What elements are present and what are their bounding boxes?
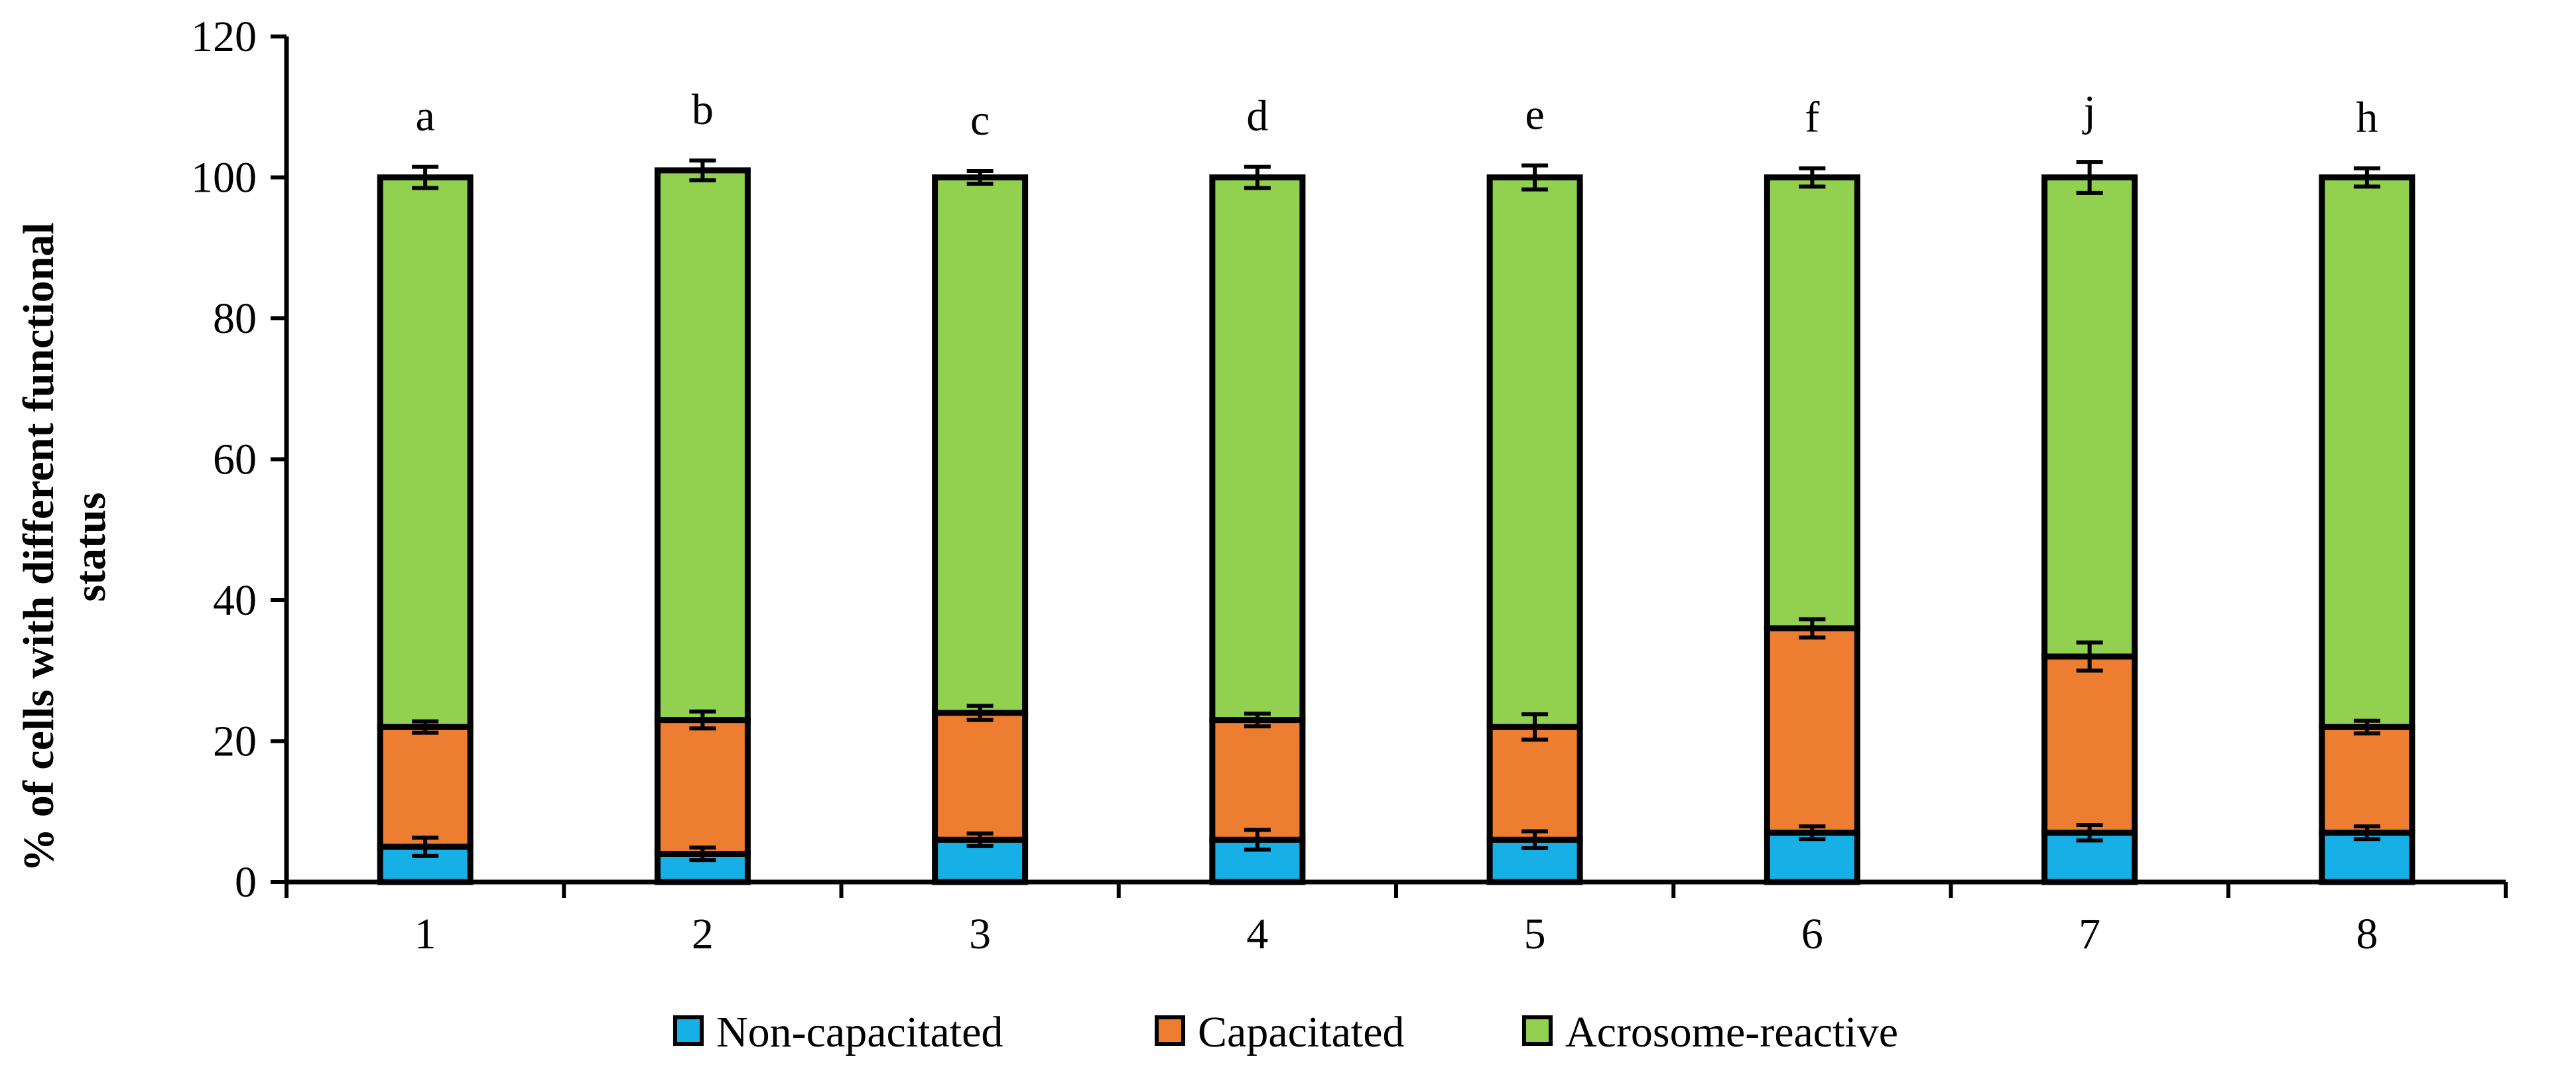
group-letter: d — [1246, 92, 1268, 141]
bar-segment-acrosome-reactive — [932, 174, 1029, 716]
group-letter: e — [1525, 90, 1544, 139]
legend-swatch-capacitated — [1155, 1015, 1185, 1046]
legend-swatch-non-capacitated — [673, 1015, 704, 1046]
error-bar-capacitated — [966, 704, 994, 722]
error-bar-capacitated — [689, 709, 716, 731]
y-tick-label: 20 — [213, 718, 257, 766]
error-bar-non-capacitated — [1521, 829, 1549, 850]
error-bar-acrosome-reactive — [1521, 163, 1549, 192]
error-bar-non-capacitated — [2353, 824, 2380, 842]
bar-segment-capacitated — [2041, 653, 2138, 836]
x-tick-label: 7 — [2079, 910, 2100, 958]
x-tick-label: 1 — [415, 910, 436, 958]
error-bar-acrosome-reactive — [412, 164, 439, 190]
y-axis-title: % of cells with different functional sta… — [15, 222, 115, 872]
group-letter: h — [2356, 94, 2378, 142]
error-bar-acrosome-reactive — [1799, 166, 1826, 189]
bar-segment-acrosome-reactive — [654, 167, 751, 724]
axes-layer — [284, 36, 2506, 885]
error-bar-non-capacitated — [689, 845, 716, 863]
error-bar-acrosome-reactive — [2353, 166, 2380, 189]
error-bar-capacitated — [1799, 617, 1826, 640]
x-tick-label: 8 — [2356, 910, 2378, 958]
ticks-layer: 0 20 40 60 80 100 120 1 2 3 4 5 6 7 8 — [191, 13, 2508, 958]
error-bars-layer — [412, 158, 2380, 863]
bar-segment-capacitated — [2319, 724, 2415, 836]
bar-segment-capacitated — [1209, 717, 1306, 843]
bar-segment-acrosome-reactive — [1764, 174, 1860, 631]
bar-segment-non-capacitated — [1209, 836, 1306, 885]
x-tick-label: 3 — [969, 910, 991, 958]
bar-segment-acrosome-reactive — [377, 174, 474, 730]
error-bar-acrosome-reactive — [966, 168, 994, 186]
group-letter: b — [692, 86, 714, 134]
error-bar-capacitated — [1521, 712, 1549, 742]
bar-segment-capacitated — [1486, 724, 1583, 843]
error-bar-acrosome-reactive — [2076, 160, 2103, 195]
error-bar-acrosome-reactive — [1244, 164, 1271, 190]
y-tick-label: 100 — [191, 154, 257, 202]
error-bar-non-capacitated — [966, 831, 994, 848]
group-letter: a — [415, 92, 434, 141]
y-axis-title-line-1: % of cells with different functional — [15, 222, 63, 872]
bar-segment-capacitated — [932, 710, 1029, 843]
legend: Non-capacitated Capacitated Acrosome-rea… — [673, 1008, 1898, 1056]
x-tick-label: 4 — [1246, 910, 1268, 958]
y-tick-label: 120 — [191, 13, 257, 61]
group-letter: f — [1805, 94, 1819, 142]
bar-segment-acrosome-reactive — [1486, 174, 1583, 730]
y-tick-label: 60 — [213, 436, 257, 484]
error-bar-capacitated — [2076, 640, 2103, 673]
error-bar-capacitated — [2353, 718, 2380, 735]
error-bar-non-capacitated — [1244, 828, 1271, 852]
error-bar-non-capacitated — [412, 836, 439, 858]
bar-segment-capacitated — [654, 717, 751, 857]
x-tick-label: 6 — [1801, 910, 1823, 958]
y-tick-label: 40 — [213, 576, 257, 625]
error-bar-non-capacitated — [2076, 822, 2103, 843]
group-letter: c — [970, 96, 990, 145]
legend-label-acrosome-reactive: Acrosome-reactive — [1565, 1008, 1898, 1056]
group-letter: j — [2082, 87, 2095, 135]
legend-swatch-acrosome-reactive — [1522, 1015, 1553, 1046]
bar-segment-capacitated — [1764, 625, 1860, 836]
error-bar-acrosome-reactive — [689, 158, 716, 182]
bar-segment-capacitated — [377, 724, 474, 850]
x-tick-label: 2 — [692, 910, 714, 958]
error-bar-capacitated — [1244, 712, 1271, 729]
y-tick-label: 80 — [213, 294, 257, 343]
bar-segment-acrosome-reactive — [2041, 174, 2138, 660]
error-bar-non-capacitated — [1799, 824, 1826, 842]
x-tick-label: 5 — [1524, 910, 1546, 958]
legend-label-non-capacitated: Non-capacitated — [716, 1008, 1003, 1056]
y-axis-title-line-2: status — [66, 492, 115, 601]
bars-layer — [377, 167, 2415, 885]
bar-segment-acrosome-reactive — [1209, 174, 1306, 724]
legend-label-capacitated: Capacitated — [1198, 1008, 1405, 1056]
y-tick-label: 0 — [235, 858, 257, 907]
bar-segment-acrosome-reactive — [2319, 174, 2415, 730]
error-bar-capacitated — [412, 719, 439, 735]
